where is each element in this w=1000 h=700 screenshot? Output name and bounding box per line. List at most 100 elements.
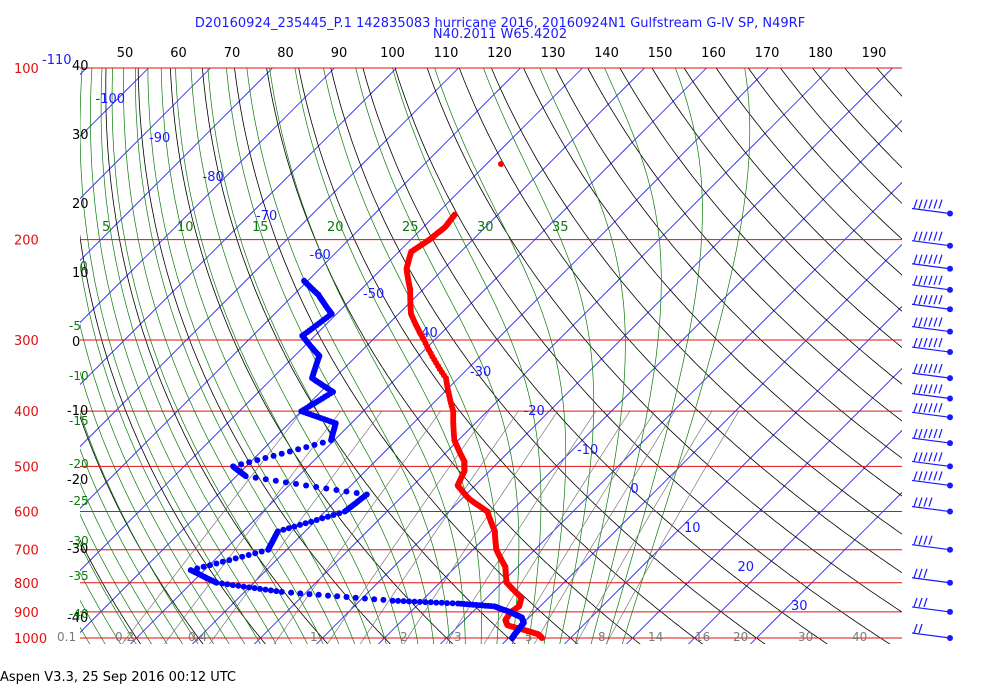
dewpoint-point: [400, 598, 407, 605]
dewpoint-point: [323, 485, 330, 492]
dewpoint-point: [267, 587, 274, 594]
dewpoint-point: [438, 599, 445, 606]
moist-adiabat-line: [590, 67, 662, 644]
wind-barb-flag: [923, 254, 928, 264]
dry-adiabat-line: [619, 67, 902, 385]
wind-barb-flag: [923, 597, 928, 608]
wind-barb-shaft: [911, 437, 951, 444]
wind-barb-flag: [938, 317, 943, 327]
moist-adiabat-label: -25: [69, 494, 89, 508]
moist-adiabat-line: [483, 67, 595, 644]
dry-adiabat-line: [80, 233, 266, 644]
moist-adiabat-line: [80, 67, 261, 644]
top-temp-label: 170: [755, 46, 780, 61]
moist-adiabat-line: [160, 67, 371, 644]
wind-barb-flag: [918, 497, 923, 507]
wind-barb-flag: [913, 231, 918, 241]
wind-barb-flag: [933, 452, 938, 462]
dry-adiabat-line: [555, 67, 902, 459]
dry-adiabat-line: [715, 67, 902, 276]
wind-barb-flag: [928, 363, 933, 374]
isotherm-line: [80, 67, 645, 634]
top-temp-label: 120: [487, 46, 512, 61]
wind-barb-flag: [913, 597, 918, 608]
isotherm-label: -80: [203, 170, 224, 185]
wind-barb: [911, 199, 953, 217]
dewpoint-point: [219, 558, 226, 565]
dewpoint-point: [286, 448, 293, 455]
dewpoint-point: [258, 548, 265, 555]
dewpoint-point: [235, 582, 242, 589]
wind-barb-shaft: [911, 284, 951, 291]
chart-title-line2: N40.2011 W65.4202: [432, 27, 568, 42]
wind-barb-flag: [938, 337, 943, 348]
wind-barb-flag: [918, 254, 923, 264]
wind-barb-flag: [913, 275, 918, 286]
wind-barb: [911, 597, 953, 615]
isotherm-line: [687, 429, 902, 644]
dewpoint-point: [293, 480, 299, 487]
mixing-ratio-label: 1: [310, 630, 318, 644]
wind-barb-flag: [928, 295, 933, 305]
dewpoint-point: [270, 452, 277, 459]
wind-barb-flag: [933, 317, 938, 327]
dry-adiabat-line: [80, 539, 142, 644]
moist-adiabat-label: 5: [102, 220, 110, 235]
dewpoint-point: [278, 450, 285, 457]
dewpoint-point: [200, 563, 207, 570]
wind-barb: [911, 452, 953, 470]
dewpoint-point: [406, 598, 412, 605]
wind-barb-flag: [933, 199, 938, 209]
wind-barb-flag: [928, 384, 933, 394]
dewpoint-point: [455, 600, 461, 607]
wind-barb-flag: [918, 337, 923, 348]
wind-barb-flag: [913, 403, 918, 413]
mixing-ratio-line: [605, 411, 740, 644]
height-label: 10: [72, 266, 89, 281]
moist-adiabat-line: [123, 67, 324, 644]
dewpoint-point: [313, 517, 320, 523]
pressure-label: 300: [14, 334, 39, 349]
dry-adiabat-line: [747, 67, 902, 240]
wind-barb-flag: [923, 337, 928, 348]
wind-barb-shaft: [911, 372, 951, 379]
wind-barb-flag: [933, 403, 938, 413]
dewpoint-point: [257, 585, 263, 592]
mixing-ratio-label: 0.1: [57, 630, 76, 644]
wind-barb-flag: [923, 403, 928, 413]
dewpoint-point: [252, 474, 259, 481]
top-temp-label: 180: [808, 46, 833, 61]
temperature-point: [451, 211, 458, 218]
dewpoint-point: [229, 582, 236, 589]
top-temp-label: 150: [648, 46, 673, 61]
pressure-label: 900: [14, 606, 39, 621]
dewpoint-point: [449, 600, 456, 607]
moist-adiabat-label: 25: [402, 220, 419, 235]
dewpoint-point: [433, 599, 440, 606]
mixing-ratio-label: 3: [454, 630, 462, 644]
height-label: 30: [72, 128, 89, 143]
wind-barb-flag: [918, 199, 923, 209]
isotherm-label: -30: [470, 365, 491, 380]
height-label: -30: [67, 542, 88, 557]
mixing-ratio-label: 14: [648, 630, 663, 644]
wind-barb-shaft: [911, 479, 951, 487]
dewpoint-point: [239, 553, 246, 560]
pressure-label: 400: [14, 405, 39, 420]
wind-barb-flag: [918, 452, 923, 462]
dry-adiabat-line: [458, 67, 902, 574]
dewpoint-point: [297, 521, 303, 528]
wind-barb-flag: [928, 231, 933, 241]
wind-barb-flag: [918, 403, 923, 413]
isotherm-line: [191, 67, 769, 644]
wind-barb-shaft: [911, 411, 951, 418]
dewpoint-point: [246, 584, 253, 591]
dry-adiabat-line: [909, 68, 1000, 650]
wind-barb: [911, 428, 953, 447]
top-temp-label: 190: [862, 46, 887, 61]
pressure-label: 800: [14, 577, 39, 592]
wind-barb-flag: [923, 275, 928, 286]
dewpoint-point: [333, 487, 340, 493]
moist-adiabat-line: [80, 448, 183, 644]
top-temp-label: 130: [541, 46, 566, 61]
